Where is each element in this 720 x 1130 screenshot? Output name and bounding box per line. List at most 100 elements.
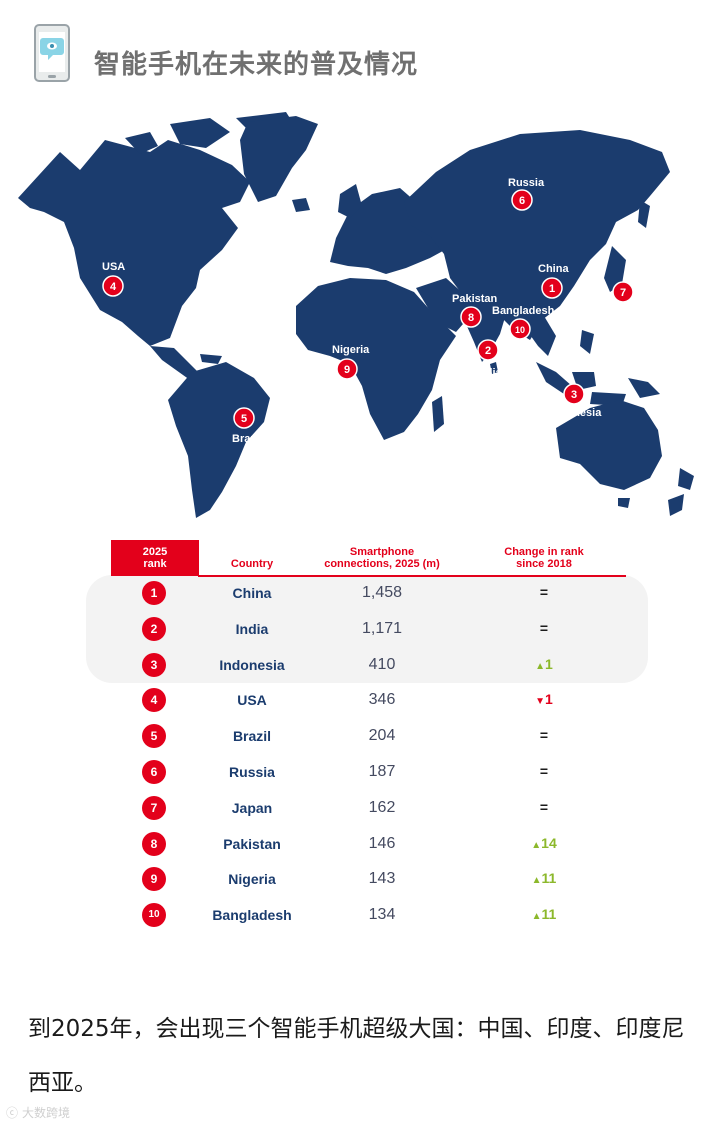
central-america-shape — [150, 346, 198, 380]
map-marker-indonesia: 3 Indonesia — [550, 383, 602, 419]
table-row: 6 Russia 187 = — [80, 754, 660, 790]
sri-lanka-shape — [490, 362, 498, 374]
country-cell: Indonesia — [219, 656, 285, 673]
triangle-up-icon: ▲ — [531, 911, 542, 923]
rank-change-value: = — [539, 619, 549, 636]
map-marker-russia: Russia 6 — [508, 177, 545, 211]
rank-badge: 1 — [142, 581, 166, 605]
country-cell: India — [235, 620, 269, 637]
page-title: 智能手机在未来的普及情况 — [94, 50, 419, 80]
caribbean-shape — [200, 354, 222, 364]
country-cell: USA — [237, 692, 267, 709]
column-header-connections: Smartphone connections, 2025 (m) — [324, 546, 440, 570]
middle-east-shape — [416, 278, 470, 332]
ranking-table: 2025 rank Country Smartphone connections… — [80, 538, 660, 938]
map-label-bangladesh: Bangladesh — [492, 305, 555, 317]
connections-cell: 134 — [368, 906, 396, 924]
australia-shape — [556, 400, 662, 490]
map-marker-pakistan: Pakistan 8 — [452, 293, 498, 328]
connections-cell: 143 — [368, 870, 396, 888]
map-label-nigeria: Nigeria — [332, 344, 370, 356]
country-cell: Japan — [231, 799, 273, 816]
connections-cell: 410 — [368, 655, 396, 673]
triangle-up-icon: ▲ — [535, 660, 546, 672]
se-asia-shape — [522, 316, 556, 356]
table-row: 4 USA 346 ▼1 — [80, 682, 660, 718]
rank-badge: 8 — [142, 831, 166, 856]
map-label-russia: Russia — [508, 177, 545, 189]
rank-change-value: 1 — [545, 691, 553, 708]
rank-change-value: = — [539, 727, 549, 744]
map-rank-india: 2 — [485, 345, 491, 357]
map-label-pakistan: Pakistan — [452, 293, 498, 305]
continents — [18, 112, 694, 518]
rank-change-cell: = — [484, 584, 604, 600]
triangle-up-icon: ▲ — [531, 839, 542, 851]
map-marker-brazil: 5 Brazil — [232, 407, 262, 445]
map-rank-brazil: 5 — [241, 413, 247, 425]
caption-text: 到2025年，会出现三个智能手机超级大国：中国、印度、印度尼西亚。 — [28, 1016, 685, 1096]
rank-badge: 3 — [142, 652, 166, 677]
map-rank-pakistan: 8 — [468, 312, 474, 324]
rank-badge: 4 — [142, 688, 166, 713]
rank-change-cell: ▲11 — [484, 906, 604, 922]
rank-change-value: 11 — [541, 870, 557, 887]
map-marker-usa: USA 4 — [102, 261, 125, 297]
column-header-country: Country — [230, 558, 274, 570]
table-row: 1 China 1,458 = — [80, 575, 660, 611]
tasmania-shape — [618, 498, 630, 508]
table-row: 8 Pakistan 146 ▲14 — [80, 826, 660, 862]
map-rank-china: 1 — [549, 283, 555, 295]
rank-change-cell: = — [484, 763, 604, 779]
rank-badge: 6 — [142, 760, 166, 784]
new-zealand-shape — [668, 468, 694, 516]
map-rank-usa: 4 — [110, 281, 117, 293]
phone-chat-icon — [34, 24, 70, 82]
rank-change-value: 14 — [541, 834, 557, 851]
table-row: 10 Bangladesh 134 ▲11 — [80, 897, 660, 933]
triangle-down-icon: ▼ — [535, 696, 546, 708]
map-marker-bangladesh: Bangladesh 10 — [492, 305, 555, 340]
country-cell: Russia — [229, 764, 275, 780]
map-marker-nigeria: Nigeria 9 — [332, 344, 370, 380]
table-row: 9 Nigeria 143 ▲11 — [80, 861, 660, 897]
map-label-india: India — [476, 367, 503, 379]
north-america-shape — [18, 140, 250, 346]
africa-shape — [296, 278, 456, 440]
britain-shape — [338, 184, 362, 218]
country-cell: China — [232, 585, 272, 601]
rank-badge: 2 — [142, 616, 166, 641]
top-three-highlight — [86, 575, 648, 683]
article-header: 智能手机在未来的普及情况 — [0, 0, 720, 110]
map-rank-indonesia: 3 — [571, 389, 577, 401]
table-row: 5 Brazil 204 = — [80, 718, 660, 754]
world-map: China 1 2 India 3 Indonesia USA 4 5 Braz… — [18, 112, 694, 518]
south-america-shape — [168, 362, 270, 518]
connections-cell: 1,458 — [361, 584, 403, 601]
map-rank-nigeria: 9 — [344, 364, 350, 376]
map-marker-india: 2 India — [476, 339, 503, 379]
table-row: 7 Japan 162 = — [80, 790, 660, 826]
connections-cell: 146 — [368, 834, 396, 852]
map-rank-bangladesh: 10 — [515, 325, 525, 335]
connections-cell: 187 — [368, 763, 396, 780]
watermark-text: 大数跨境 — [22, 1106, 71, 1120]
map-marker-china: China 1 — [538, 263, 569, 299]
table-row: 3 Indonesia 410 ▲1 — [80, 647, 660, 683]
connections-cell: 346 — [368, 691, 396, 709]
country-cell: Nigeria — [228, 871, 276, 888]
header-divider — [198, 575, 626, 577]
country-cell: Bangladesh — [212, 907, 292, 924]
greenland-shape — [240, 116, 318, 202]
indonesia-shape — [536, 330, 660, 406]
map-label-usa: USA — [102, 261, 125, 273]
map-label-indonesia: Indonesia — [550, 407, 602, 419]
rank-change-cell: ▼1 — [484, 691, 604, 707]
rank-change-cell: = — [484, 620, 604, 636]
rank-badge: 5 — [142, 724, 166, 749]
rank-change-cell: ▲14 — [484, 835, 604, 851]
rank-badge: 7 — [142, 795, 166, 820]
map-marker-japan: 7 Japan — [610, 281, 642, 319]
watermark: ⓒ 大数跨境 — [6, 1104, 70, 1121]
rank-change-cell: ▲11 — [484, 870, 604, 886]
